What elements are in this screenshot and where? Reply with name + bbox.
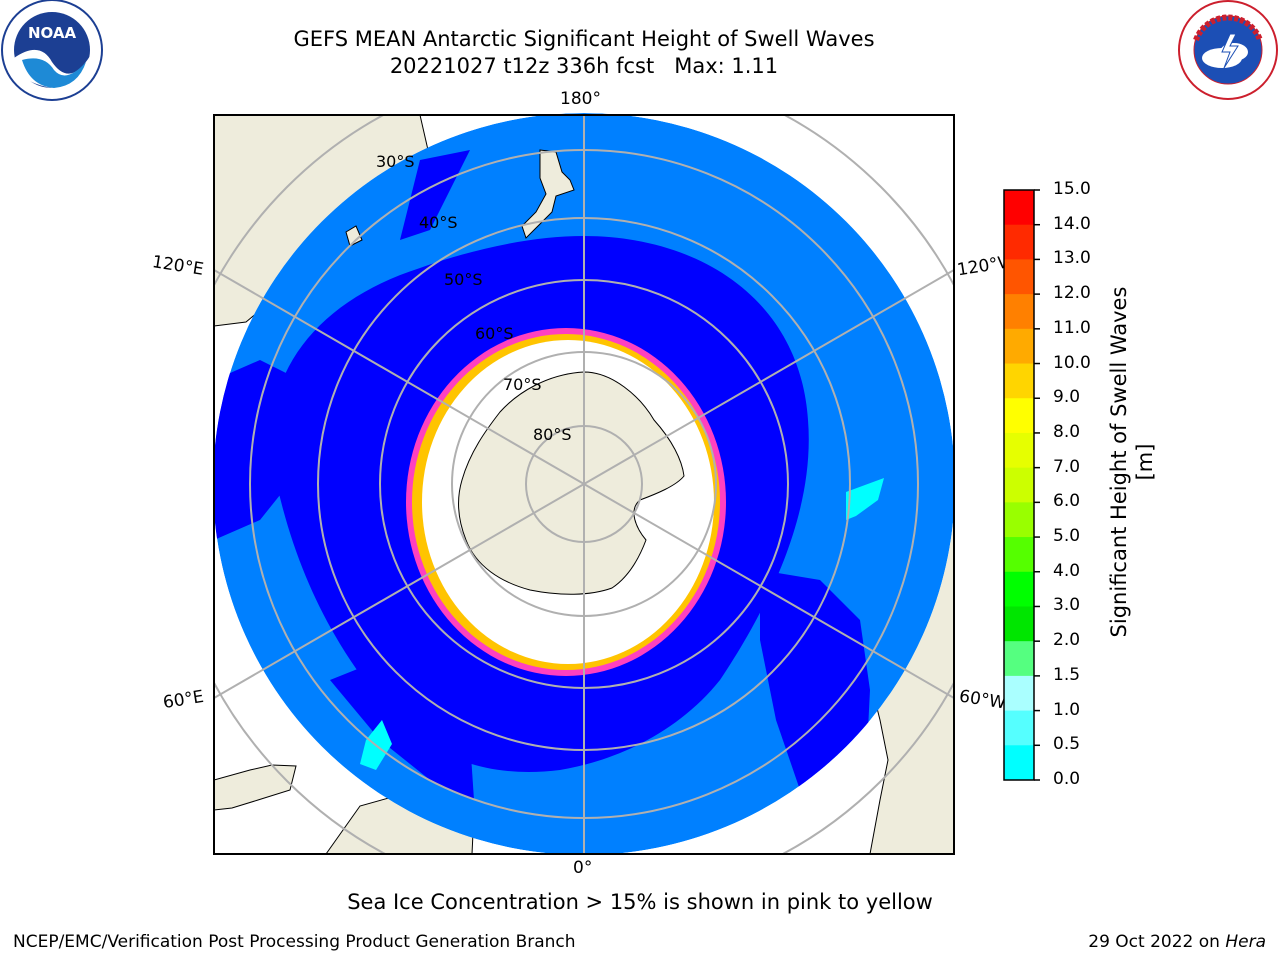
map-border bbox=[213, 114, 955, 855]
colorbar-tick-label: 14.0 bbox=[1053, 213, 1091, 234]
graticule bbox=[214, 115, 954, 854]
noaa-logo: NOAA bbox=[1, 0, 103, 101]
colorbar-tick-label: 0.5 bbox=[1053, 734, 1081, 755]
low-swell-north bbox=[400, 150, 470, 240]
lat-label-60s: 60°S bbox=[475, 324, 514, 343]
footer-date-text: 29 Oct 2022 on bbox=[1088, 932, 1226, 952]
colorbar-tick-label: 3.0 bbox=[1053, 595, 1081, 616]
colorbar-segment bbox=[1004, 710, 1034, 746]
chart-title: GEFS MEAN Antarctic Significant Height o… bbox=[293, 27, 875, 51]
colorbar-tick-label: 7.0 bbox=[1053, 456, 1081, 477]
lat-label-70s: 70°S bbox=[503, 375, 542, 394]
meridian-60e-120w bbox=[214, 269, 954, 699]
lat-label-30s: 30°S bbox=[376, 152, 415, 171]
colorbar-segment bbox=[1004, 502, 1034, 538]
low-swell-southwest bbox=[330, 660, 474, 800]
colorbar-border bbox=[1003, 189, 1035, 781]
colorbar-segment bbox=[1004, 190, 1034, 226]
lat-label-80s: 80°S bbox=[533, 425, 572, 444]
colorbar-tick-label: 8.0 bbox=[1053, 421, 1081, 442]
colorbar-tick-label: 10.0 bbox=[1053, 352, 1091, 373]
lat-label-50s: 50°S bbox=[444, 270, 483, 289]
colorbar-segment bbox=[1004, 259, 1034, 295]
new-zealand-land bbox=[521, 149, 575, 239]
colorbar-tick-label: 1.5 bbox=[1053, 664, 1081, 685]
footer-host: Hera bbox=[1225, 932, 1266, 952]
footer-date: 29 Oct 2022 on Hera bbox=[1088, 932, 1266, 952]
low-swell-southeast bbox=[760, 570, 870, 790]
colorbar-tick-label: 13.0 bbox=[1053, 248, 1091, 269]
lon-label-0: 0° bbox=[573, 858, 593, 878]
colorbar bbox=[1003, 189, 1040, 781]
footer-credit: NCEP/EMC/Verification Post Processing Pr… bbox=[13, 932, 576, 952]
colorbar-tick-label: 2.0 bbox=[1053, 630, 1081, 651]
colorbar-tick-label: 5.0 bbox=[1053, 526, 1081, 547]
colorbar-segment bbox=[1004, 606, 1034, 642]
colorbar-segment bbox=[1004, 328, 1034, 365]
lat-label-40s: 40°S bbox=[419, 213, 458, 232]
noaa-logo-text: NOAA bbox=[28, 24, 77, 42]
colorbar-segment bbox=[1004, 641, 1034, 677]
africa-land bbox=[214, 764, 297, 811]
colorbar-segment bbox=[1004, 432, 1034, 469]
colorbar-segment bbox=[1004, 467, 1034, 503]
tasmania-land bbox=[345, 225, 363, 247]
colorbar-segment bbox=[1004, 398, 1034, 434]
colorbar-tick-label: 11.0 bbox=[1053, 317, 1091, 338]
colorbar-tick-label: 6.0 bbox=[1053, 491, 1081, 512]
colorbar-segment bbox=[1004, 224, 1034, 260]
colorbar-segment bbox=[1004, 675, 1034, 712]
colorbar-segment bbox=[1004, 363, 1034, 399]
colorbar-segment bbox=[1004, 294, 1034, 330]
chart-subtitle: 20221027 t12z 336h fcst Max: 1.11 bbox=[389, 54, 779, 78]
colorbar-tick-label: 0.0 bbox=[1053, 769, 1081, 789]
lon-label-180: 180° bbox=[560, 89, 601, 109]
colorbar-tick-label: 9.0 bbox=[1053, 387, 1081, 408]
nws-logo bbox=[1178, 0, 1278, 100]
colorbar-segment bbox=[1004, 537, 1034, 573]
colorbar-tick-label: 4.0 bbox=[1053, 560, 1081, 581]
colorbar-segment bbox=[1004, 745, 1034, 781]
sea-ice-caption: Sea Ice Concentration > 15% is shown in … bbox=[347, 890, 933, 914]
cyan-patch-2 bbox=[846, 478, 884, 520]
colorbar-tick-label: 1.0 bbox=[1053, 699, 1081, 720]
antarctica-land bbox=[458, 371, 685, 595]
colorbar-segment bbox=[1004, 571, 1034, 607]
low-swell-west bbox=[214, 360, 320, 540]
colorbar-tick-label: 12.0 bbox=[1053, 283, 1091, 304]
colorbar-tick-label: 15.0 bbox=[1053, 179, 1091, 199]
colorbar-label: Significant Height of Swell Waves [m] bbox=[1107, 286, 1157, 638]
